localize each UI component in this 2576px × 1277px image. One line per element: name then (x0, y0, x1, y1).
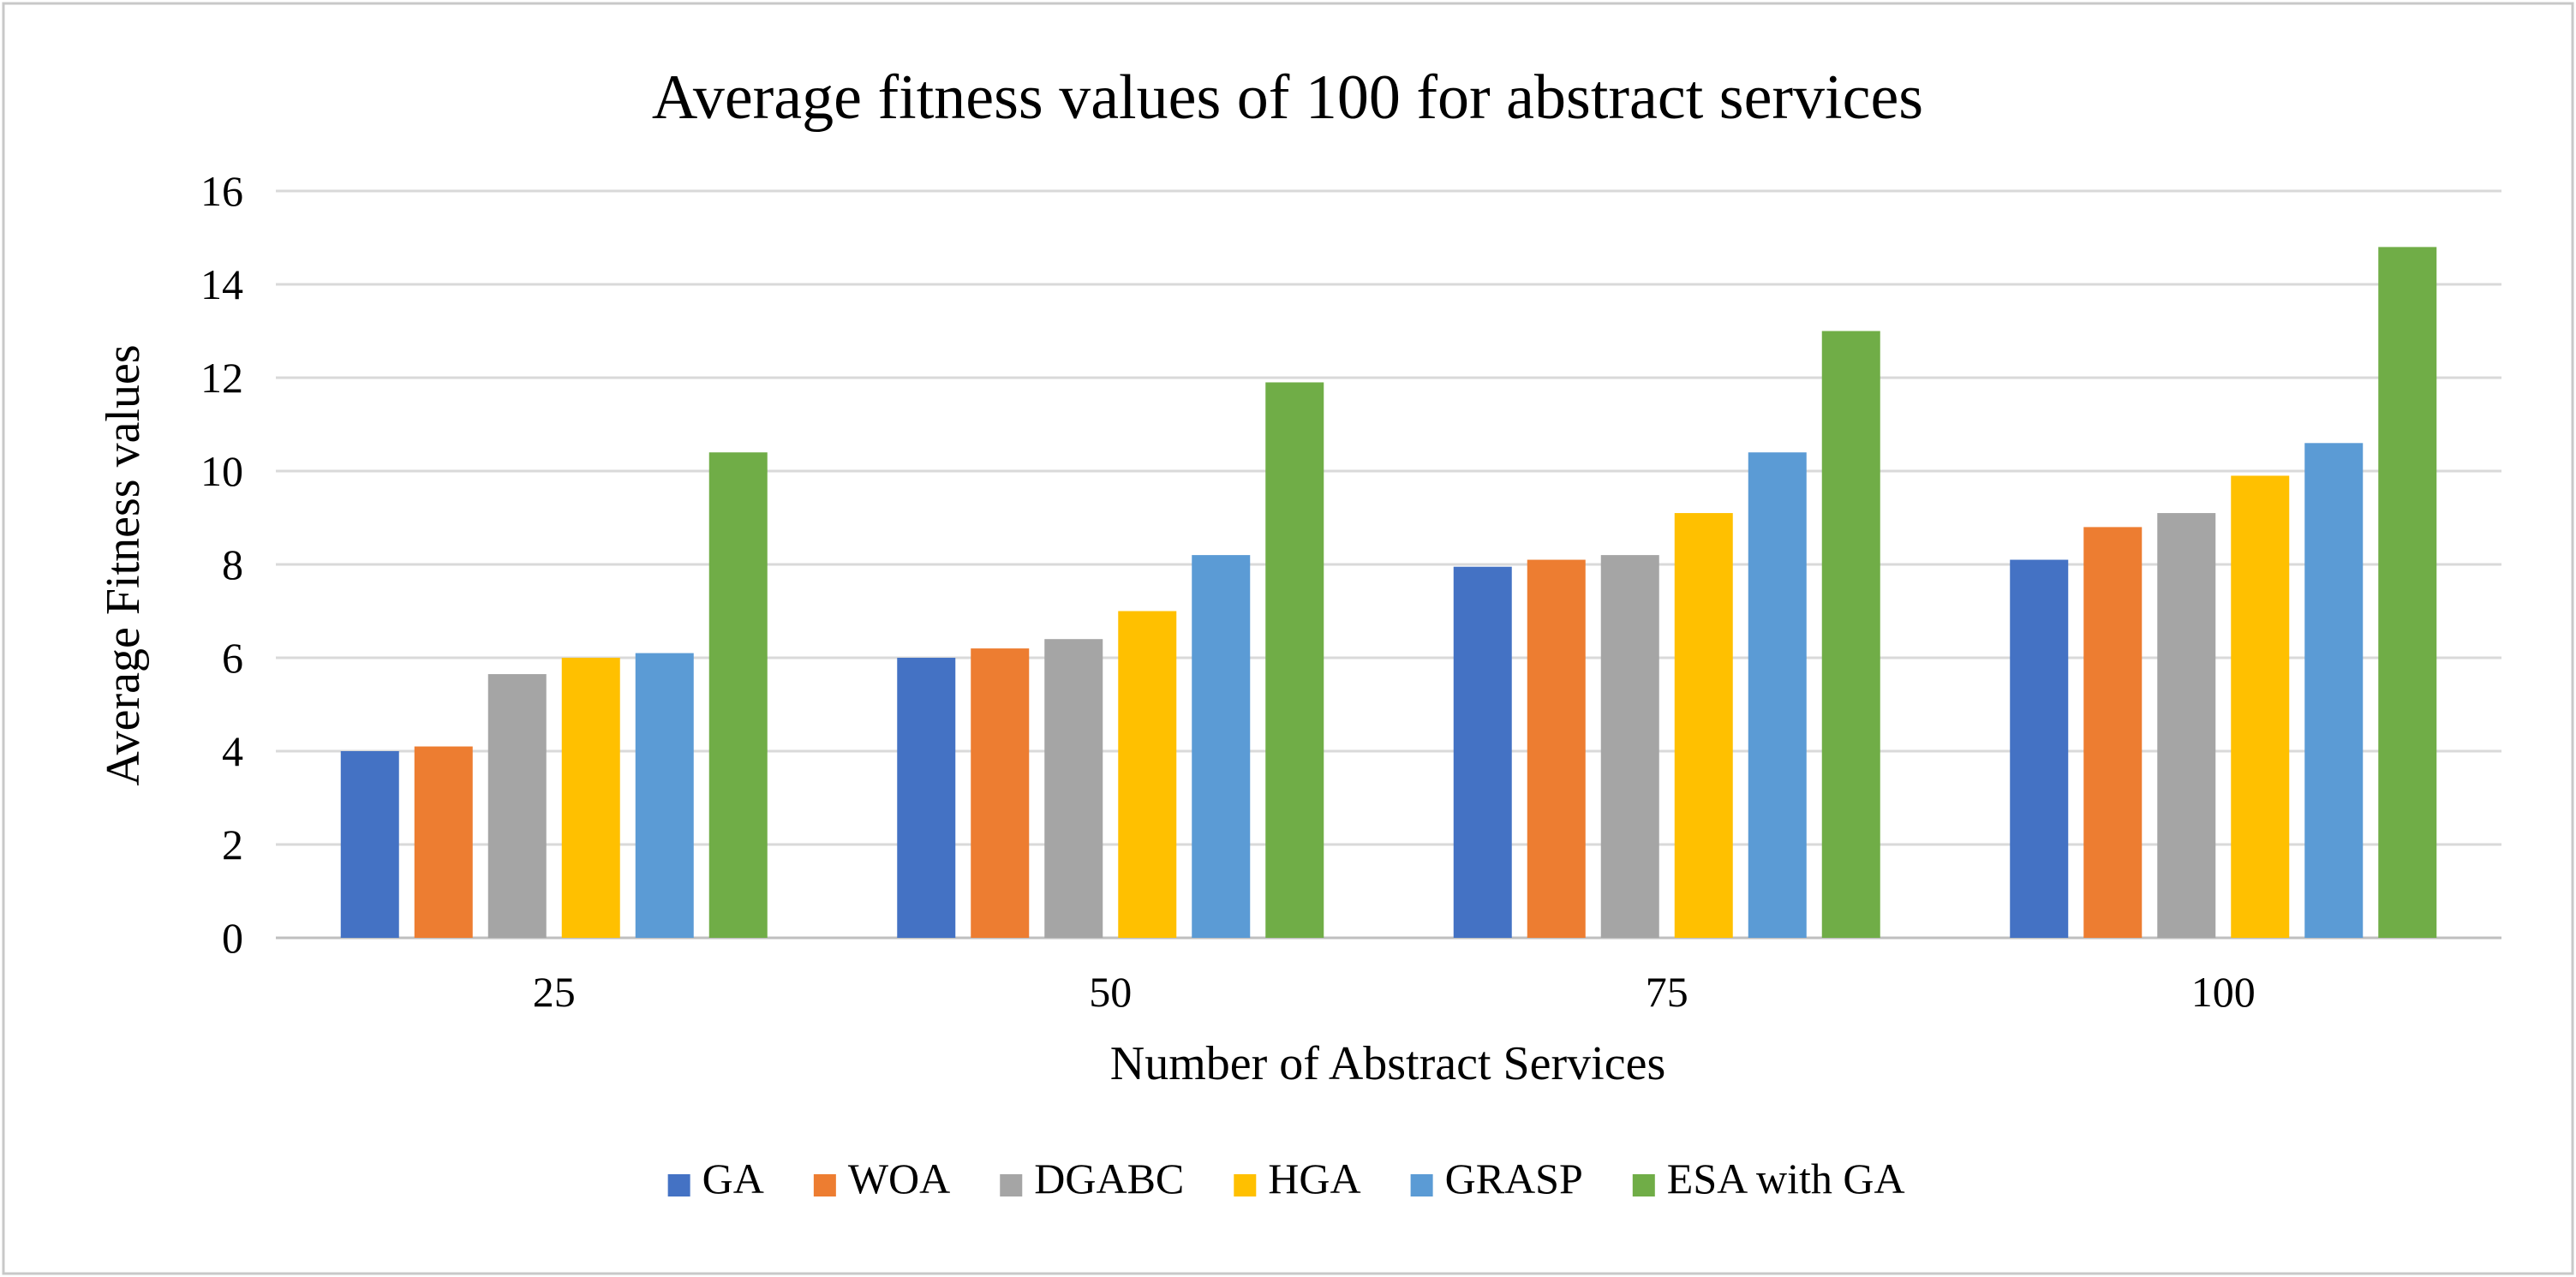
x-tick-label: 75 (1646, 968, 1688, 1016)
x-axis-ticks: 25 50 75 100 (533, 968, 2256, 1016)
y-tick-label: 14 (200, 260, 243, 308)
legend-swatch-dgabc (1000, 1174, 1023, 1196)
bar-ga-75 (1453, 566, 1512, 938)
bar-woa-75 (1527, 559, 1586, 938)
bar-woa-100 (2083, 527, 2143, 938)
legend-label-woa: WOA (848, 1155, 950, 1202)
legend-swatch-woa (813, 1174, 836, 1196)
y-tick-label: 16 (200, 167, 243, 215)
bar-hga-25 (561, 658, 620, 938)
bar-grasp-25 (635, 653, 694, 938)
bar-dgabc-25 (487, 674, 547, 938)
y-tick-label: 10 (200, 447, 243, 495)
x-tick-label: 25 (533, 968, 576, 1016)
legend-label-dgabc: DGABC (1034, 1155, 1184, 1202)
y-tick-label: 4 (222, 727, 243, 775)
y-tick-label: 2 (222, 821, 243, 868)
x-tick-label: 50 (1089, 968, 1132, 1016)
bar-hga-75 (1674, 513, 1733, 938)
legend-item-woa: WOA (813, 1155, 950, 1202)
legend-label-hga: HGA (1268, 1155, 1360, 1202)
bar-ga-100 (2010, 559, 2069, 938)
y-tick-label: 12 (200, 354, 243, 402)
bars (340, 247, 2437, 938)
legend-item-grasp: GRASP (1410, 1155, 1583, 1202)
y-tick-label: 6 (222, 634, 243, 682)
y-axis-title: Average Fitness values (97, 344, 150, 785)
bar-grasp-100 (2304, 443, 2364, 938)
legend-label-ga: GA (702, 1155, 764, 1202)
legend-item-hga: HGA (1234, 1155, 1361, 1202)
bar-dgabc-100 (2157, 513, 2216, 938)
legend-swatch-grasp (1410, 1174, 1433, 1196)
legend-label-grasp: GRASP (1445, 1155, 1583, 1202)
legend-swatch-ga (667, 1174, 690, 1196)
bar-ga-25 (340, 751, 399, 938)
x-tick-label: 100 (2191, 968, 2256, 1016)
bar-ga-50 (897, 658, 956, 938)
bar-woa-50 (971, 648, 1030, 938)
legend-item-dgabc: DGABC (1000, 1155, 1184, 1202)
bar-dgabc-75 (1600, 555, 1659, 938)
bar-esa-with-ga-50 (1265, 382, 1324, 938)
legend-swatch-esa-with-ga (1632, 1174, 1655, 1196)
legend-item-esa-with-ga: ESA with GA (1632, 1155, 1905, 1202)
legend-label-esa-with-ga: ESA with GA (1667, 1155, 1905, 1202)
chart-title: Average fitness values of 100 for abstra… (652, 63, 1923, 133)
legend-swatch-hga (1234, 1174, 1257, 1196)
bar-hga-50 (1118, 611, 1177, 938)
bar-woa-25 (414, 746, 473, 938)
bar-grasp-50 (1192, 555, 1251, 938)
legend-item-ga: GA (667, 1155, 764, 1202)
bar-esa-with-ga-75 (1821, 331, 1880, 938)
x-axis-title: Number of Abstract Services (1110, 1037, 1665, 1090)
bar-esa-with-ga-25 (708, 452, 768, 938)
y-axis-ticks: 0 2 4 6 8 10 12 14 16 (200, 167, 243, 962)
bar-esa-with-ga-100 (2378, 247, 2437, 938)
y-tick-label: 0 (222, 914, 243, 962)
legend: GA WOA DGABC HGA GRASP ESA with GA (667, 1155, 1905, 1202)
bar-hga-100 (2231, 475, 2290, 938)
bar-dgabc-50 (1044, 639, 1103, 938)
bar-grasp-75 (1748, 452, 1807, 938)
y-tick-label: 8 (222, 540, 243, 588)
